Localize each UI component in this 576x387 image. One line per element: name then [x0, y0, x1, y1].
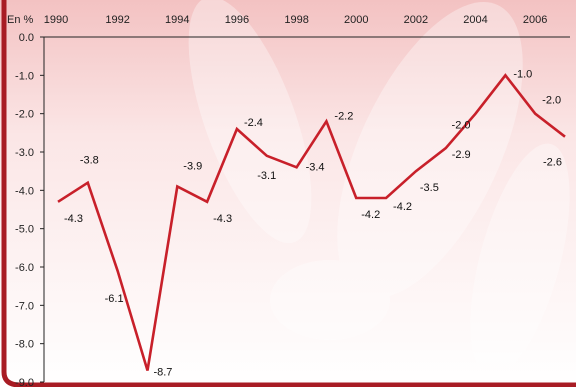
y-tick-label--5.0: -5.0: [15, 224, 34, 236]
y-tick-label--6.0: -6.0: [15, 262, 34, 274]
x-tick-label-2002: 2002: [404, 14, 428, 26]
data-label-1995: -4.3: [213, 213, 232, 225]
y-tick-labels: 0.0 -1.0 -2.0 -3.0 -4.0 -5.0 -6.0 -7.0 -8.0 -9.0: [15, 32, 44, 387]
data-label-2002: -3.5: [420, 182, 439, 194]
x-tick-label-2004: 2004: [463, 14, 487, 26]
data-label-2000: -4.2: [361, 209, 380, 221]
data-label-2006: -2.0: [542, 95, 561, 107]
data-label-2001: -4.2: [393, 201, 412, 213]
y-tick-label--3.0: -3.0: [15, 147, 34, 159]
unit-label: En %: [7, 14, 34, 26]
y-tick-label--2.0: -2.0: [15, 109, 34, 121]
y-tick-label--7.0: -7.0: [15, 300, 34, 312]
x-tick-label-1994: 1994: [165, 14, 189, 26]
data-label-1997: -3.1: [257, 170, 276, 182]
x-tick-label-1992: 1992: [105, 14, 129, 26]
data-labels: -4.3 -3.8 -6.1 -8.7 -3.9 -4.3 -2.4 -3.1 -3.4 -2.2…: [64, 68, 562, 378]
data-label-1991: -3.8: [80, 155, 99, 167]
data-label-1996: -2.4: [244, 117, 263, 129]
y-tick-label-0.0: 0.0: [19, 32, 34, 44]
x-tick-label-1996: 1996: [225, 14, 249, 26]
data-label-1994: -3.9: [183, 161, 202, 173]
data-label-1990: -4.3: [64, 213, 83, 225]
data-label-2004: -2.0: [452, 120, 471, 132]
data-label-1998: -3.4: [306, 161, 325, 173]
data-label-2003: -2.9: [452, 149, 471, 161]
data-label-1999: -2.2: [334, 110, 353, 122]
x-tick-label-2006: 2006: [523, 14, 547, 26]
data-label-1993: -8.7: [153, 367, 172, 379]
y-tick-label--4.0: -4.0: [15, 185, 34, 197]
background-leaves: [188, 0, 570, 377]
x-tick-label-1998: 1998: [284, 14, 308, 26]
data-label-2007: -2.6: [543, 157, 562, 169]
x-tick-label-2000: 2000: [344, 14, 368, 26]
data-label-2005: -1.0: [513, 68, 532, 80]
y-tick-label--8.0: -8.0: [15, 339, 34, 351]
y-tick-label--9.0: -9.0: [15, 377, 34, 387]
x-tick-labels: 1990 1992 1994 1996 1998 2000 2002 2004 2006: [44, 14, 548, 26]
data-label-1992: -6.1: [105, 293, 124, 305]
series-line: [57, 73, 566, 371]
y-tick-label--1.0: -1.0: [15, 70, 34, 82]
x-tick-label-1990: 1990: [44, 14, 68, 26]
